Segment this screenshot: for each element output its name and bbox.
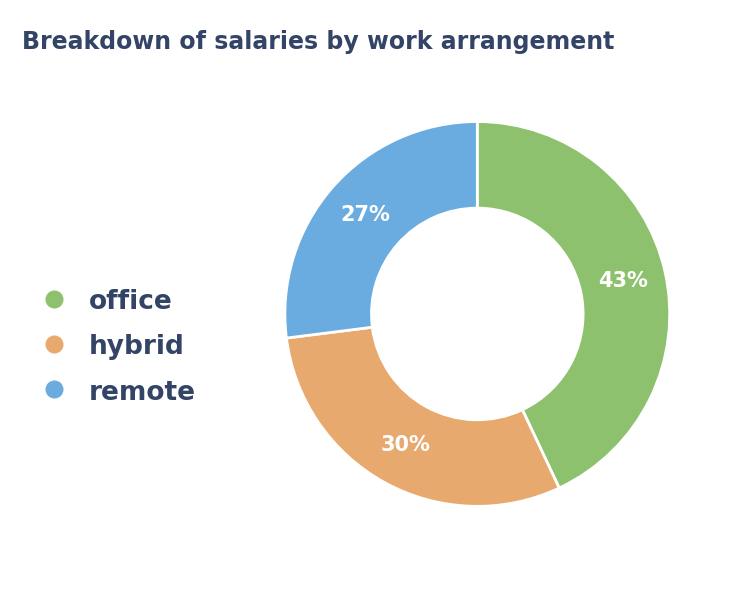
Text: 43%: 43% [598,271,648,291]
Wedge shape [286,327,559,507]
Legend: office, hybrid, remote: office, hybrid, remote [28,275,209,419]
Wedge shape [285,121,477,338]
Text: Breakdown of salaries by work arrangement: Breakdown of salaries by work arrangemen… [22,30,615,54]
Wedge shape [477,121,670,488]
Text: 27%: 27% [340,205,391,225]
Text: 30%: 30% [380,435,431,454]
